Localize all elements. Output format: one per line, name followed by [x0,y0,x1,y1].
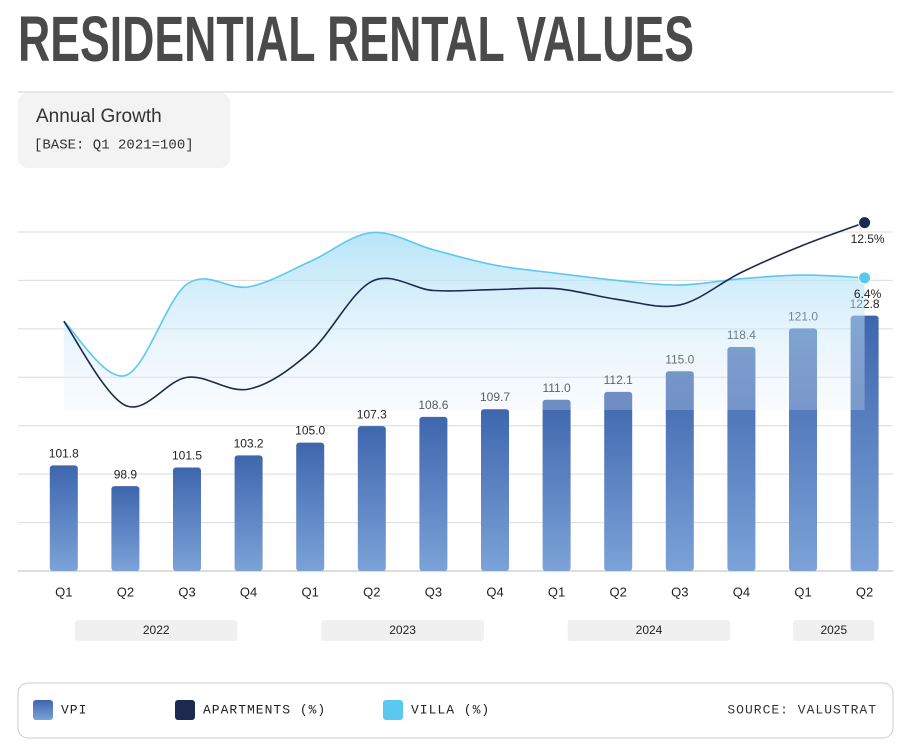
x-tick-label: Q2 [610,584,627,599]
x-tick-label: Q1 [794,584,811,599]
x-tick-label: Q2 [363,584,380,599]
x-tick-label: Q2 [856,584,873,599]
bar [665,371,694,571]
data-label: 101.8 [49,447,79,461]
year-pill [321,620,484,641]
header-box [18,93,230,168]
x-tick-label: Q4 [486,584,503,599]
data-label: 101.5 [172,449,202,463]
x-tick-label: Q1 [55,584,72,599]
x-tick-label: Q4 [240,584,257,599]
bar [604,391,633,571]
x-tick-label: Q4 [733,584,750,599]
legend-label: VILLA (%) [411,702,490,717]
x-tick-label: Q3 [425,584,442,599]
villa-area [63,232,865,410]
source: SOURCE: VALUSTRAT [727,702,877,717]
data-label: 107.3 [357,407,387,421]
bar [542,399,571,571]
bar [111,486,140,571]
x-tick-label: Q1 [302,584,319,599]
year-label: 2022 [143,623,170,637]
legend-label: VPI [61,702,87,717]
legend-swatch [175,700,195,720]
chart-title: RESIDENTIAL RENTAL VALUES [18,3,694,75]
data-label: 105.0 [295,424,325,438]
year-pill [793,620,875,641]
x-tick-label: Q3 [671,584,688,599]
year-label: 2023 [389,623,416,637]
year-label: 2024 [636,623,663,637]
x-tick-label: Q3 [178,584,195,599]
data-label: 12.5% [851,232,885,246]
data-label: 6.4% [854,287,882,301]
base-note: [BASE: Q1 2021=100] [34,138,194,154]
year-pill [74,620,238,641]
bar [49,465,78,571]
legend-label: APARTMENTS (%) [203,702,326,717]
legend-swatch [383,700,403,720]
line [63,231,865,377]
line [63,221,865,408]
bar [357,426,386,571]
bar [419,416,448,571]
bar [234,455,263,571]
x-tick-label: Q1 [548,584,565,599]
data-label: 98.9 [114,467,138,481]
end-dot [858,271,872,285]
end-dot [858,216,872,230]
subtitle: Annual Growth [36,106,162,127]
year-pill [567,620,731,641]
year-label: 2025 [820,623,847,637]
data-label: 103.2 [234,437,264,451]
x-tick-label: Q2 [117,584,134,599]
legend-box [17,682,894,739]
bar [296,442,325,571]
bar [481,409,509,571]
legend-swatch [33,700,53,720]
bar [173,467,201,571]
